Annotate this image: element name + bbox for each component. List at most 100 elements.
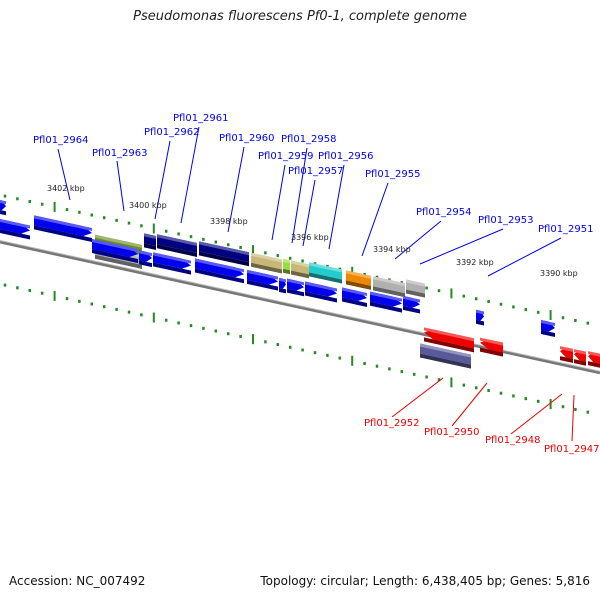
gene-block-highlight [153,252,191,264]
gene-block-shadow [346,280,371,290]
gene-label: Pfl01_2964 [33,135,89,146]
gene-label: Pfl01_2947 [544,444,600,455]
label-pointer [419,228,504,265]
gene-block [305,281,337,303]
gene-block [476,309,484,326]
gene-block [424,327,474,353]
gene-label: Pfl01_2951 [538,224,594,235]
gene-block [588,351,600,368]
gene-block [342,287,367,308]
label-pointer [571,394,575,442]
gene-block [157,234,197,257]
gene-block-shadow [195,268,244,284]
gene-label: Pfl01_2959 [258,151,314,162]
gene-block [370,291,402,313]
position-label: 3392 kbp [456,258,494,267]
position-label: 3400 kbp [129,201,167,210]
gene-block-shadow [424,337,474,353]
gene-block [373,276,405,298]
gene-block-shadow [287,288,304,297]
gene-block-highlight [92,239,138,253]
gene-block-shadow [199,251,249,267]
label-pointer [227,146,245,233]
gene-block-shadow [92,249,138,264]
gene-block [406,279,425,298]
gene-label: Pfl01_2948 [485,435,541,446]
gene-block-highlight [95,234,142,248]
gene-block-highlight [0,219,30,229]
gene-block [92,239,138,264]
gene-label: Pfl01_2954 [416,207,472,218]
gene-block [199,241,249,267]
gene-block-highlight [370,291,402,302]
position-label: 3396 kbp [291,233,329,242]
gene-block-shadow [247,279,278,291]
label-pointer [57,148,71,201]
gene-block-highlight [309,262,342,273]
gene-block-highlight [346,270,371,279]
gene-label: Pfl01_2962 [144,127,200,138]
label-pointer [487,237,562,277]
label-pointer [328,164,345,250]
gene-block-shadow [420,353,471,369]
gene-block-highlight [251,252,282,263]
gene-block-highlight [574,349,586,355]
genome-summary-label: Topology: circular; Length: 6,438,405 bp… [260,574,590,588]
label-pointer [510,393,563,435]
label-pointer [271,164,286,241]
gene-block-body [424,329,474,349]
gene-block-highlight [279,277,286,283]
gene-label: Pfl01_2958 [281,134,337,145]
gene-block-shadow [95,254,142,269]
gene-label: Pfl01_2955 [365,169,421,180]
gene-block [291,260,309,279]
gene-label: Pfl01_2961 [173,113,229,124]
label-pointer [451,382,488,427]
gene-block-highlight [476,309,484,315]
gene-block-highlight [287,278,304,286]
gene-block-highlight [541,319,555,326]
gene-block-shadow [309,272,342,284]
gene-block-shadow [476,319,484,326]
gene-block-shadow [406,289,425,298]
gene-block-highlight [283,258,290,264]
gene-block-shadow [574,359,586,366]
gene-block-shadow [541,329,555,337]
genome-backbone-highlight [0,240,600,372]
gene-block-shadow [157,244,197,257]
genome-title: Pseudomonas fluorescens Pf0-1, complete … [133,9,467,24]
gene-block-shadow [139,260,152,268]
gene-block-highlight [305,281,337,292]
genome-backbone [0,240,600,375]
gene-block-highlight [199,241,249,256]
position-label: 3394 kbp [373,245,411,254]
gene-block-highlight [144,233,156,240]
gene-block-shadow [153,262,191,275]
gene-block-shadow [251,262,282,274]
gene-block [34,215,92,243]
gene-block-highlight [420,343,471,358]
gene-block-shadow [283,268,290,275]
position-label: 3398 kbp [210,217,248,226]
gene-block-highlight [157,234,197,246]
gene-block-shadow [0,229,30,240]
gene-block-shadow [34,225,92,243]
gene-block [287,278,304,297]
gene-block-shadow [403,305,420,314]
gene-block-highlight [291,260,309,268]
gene-label: Pfl01_2960 [219,133,275,144]
gene-block-highlight [560,346,573,352]
gene-block-shadow [144,243,156,251]
gene-block [0,219,30,240]
gene-block-highlight [0,200,6,205]
gene-block [144,233,156,251]
gene-label: Pfl01_2963 [92,148,148,159]
gene-block-shadow [291,270,309,279]
gene-block [247,269,278,291]
gene-features-layer [0,200,600,369]
gene-block-shadow [342,297,367,308]
gene-block [283,258,290,275]
gene-block [574,349,586,366]
gene-block [139,250,152,268]
